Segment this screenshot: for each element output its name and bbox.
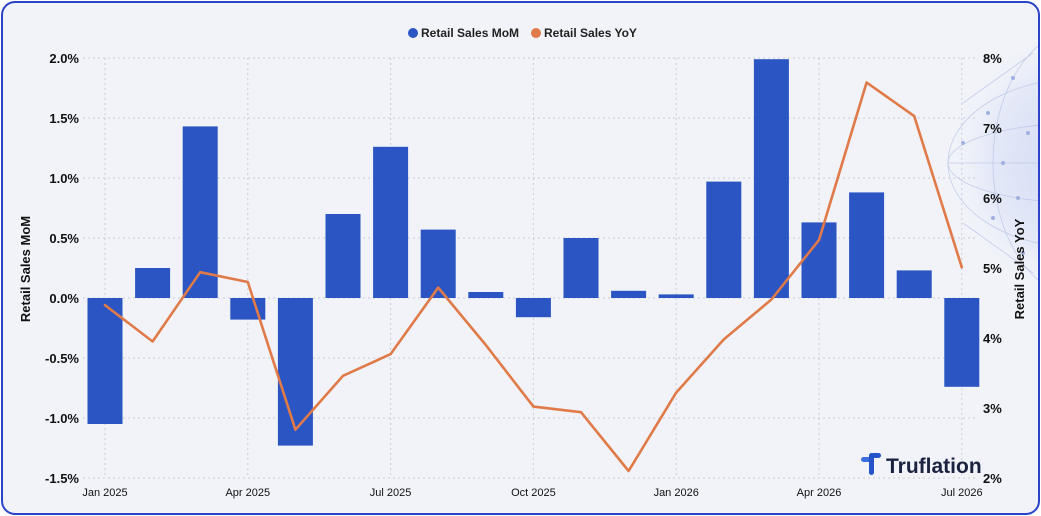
x-axis-ticks: Jan 2025 Apr 2025 Jul 2025 Oct 2025 Jan 2026…: [82, 487, 982, 499]
mom-bar-2026-04: [801, 222, 837, 298]
x-tick-label: Apr 2026: [797, 487, 842, 499]
right-tick-label: 8%: [983, 51, 1002, 66]
x-tick-label: Apr 2025: [225, 487, 270, 499]
x-tick-label: Jul 2026: [941, 487, 983, 499]
x-tick-label: Jul 2025: [370, 487, 412, 499]
mom-bar-2025-02: [135, 268, 171, 298]
mom-bar-2026-07: [944, 298, 980, 387]
mom-bar-2025-01: [87, 298, 123, 424]
mom-bar-2026-01: [658, 294, 694, 298]
mom-bar-2025-03: [182, 126, 218, 299]
yoy-line: [103, 81, 964, 473]
mom-bar-2025-12: [611, 290, 647, 298]
mom-bar-2025-07: [373, 146, 409, 298]
legend-marker-yoy: [531, 28, 541, 38]
left-tick-label: 2.0%: [49, 51, 79, 66]
legend-label-yoy: Retail Sales YoY: [544, 26, 637, 40]
left-tick-label: 0.0%: [49, 291, 79, 306]
left-tick-label: -1.5%: [45, 471, 79, 486]
chart-svg: -1.5% -1.0% -0.5% 0.0% 0.5% 1.0% 1.5% 2.0% 2% 3%…: [18, 26, 1038, 499]
right-tick-label: 3%: [983, 401, 1002, 416]
mom-bar-2025-11: [563, 238, 599, 298]
left-tick-label: -0.5%: [45, 351, 79, 366]
left-axis-title: Retail Sales MoM: [18, 216, 33, 322]
brand-logo: Truflation: [861, 453, 982, 478]
right-tick-label: 7%: [983, 121, 1002, 136]
mom-bar-2026-02: [706, 181, 742, 298]
left-axis-ticks: -1.5% -1.0% -0.5% 0.0% 0.5% 1.0% 1.5% 2.0%: [45, 51, 79, 486]
right-tick-label: 5%: [983, 261, 1002, 276]
mom-bar-2025-06: [325, 214, 361, 298]
x-tick-label: Oct 2025: [511, 487, 556, 499]
right-tick-label: 6%: [983, 191, 1002, 206]
left-tick-label: 1.0%: [49, 171, 79, 186]
mom-bar-2025-05: [277, 298, 313, 446]
mom-bar-2026-03: [753, 59, 789, 299]
mom-bar-2025-10: [515, 298, 551, 318]
mom-bars: [87, 59, 980, 446]
right-tick-label: 2%: [983, 471, 1002, 486]
mom-bar-2026-05: [849, 192, 885, 298]
mom-bar-2026-06: [896, 270, 932, 298]
brand-name: Truflation: [886, 455, 982, 478]
globe-decoration: [947, 35, 1038, 291]
left-tick-label: -1.0%: [45, 411, 79, 426]
x-tick-label: Jan 2026: [654, 487, 699, 499]
left-tick-label: 0.5%: [49, 231, 79, 246]
yoy-line-group: [103, 81, 964, 473]
right-axis-ticks: 2% 3% 4% 5% 6% 7% 8%: [983, 51, 1002, 486]
mom-bar-2025-04: [230, 298, 266, 320]
legend-marker-mom: [408, 28, 418, 38]
mom-bar-2025-09: [468, 292, 504, 298]
legend: Retail Sales MoM Retail Sales YoY: [408, 26, 637, 40]
right-axis-title: Retail Sales YoY: [1012, 218, 1027, 319]
truflation-logo-icon: [861, 453, 881, 475]
x-tick-label: Jan 2025: [82, 487, 127, 499]
legend-label-mom: Retail Sales MoM: [421, 26, 519, 40]
left-tick-label: 1.5%: [49, 111, 79, 126]
right-tick-label: 4%: [983, 331, 1002, 346]
